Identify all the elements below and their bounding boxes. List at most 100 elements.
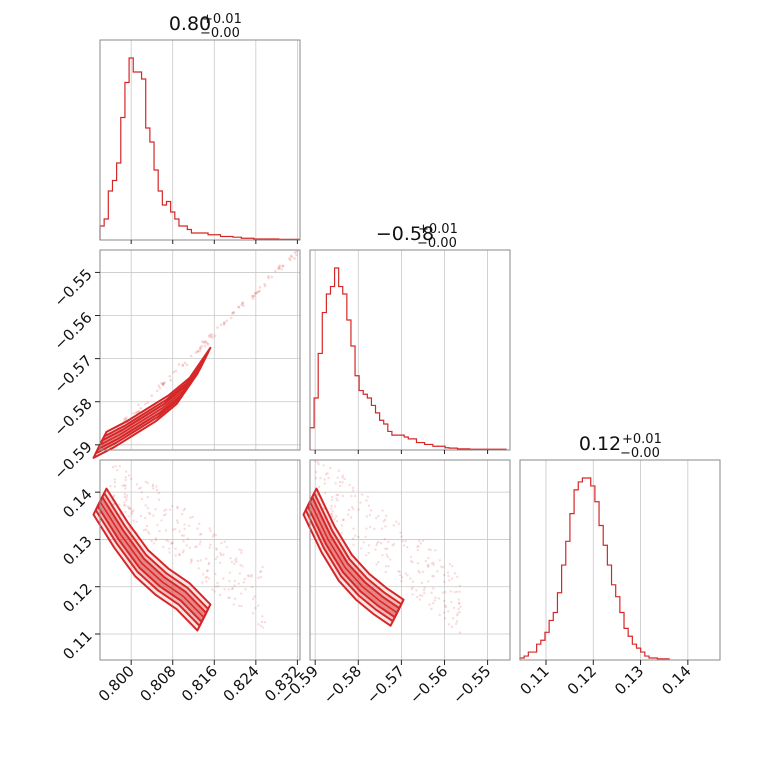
sample-point xyxy=(157,384,161,388)
sample-point xyxy=(223,540,226,543)
sample-point xyxy=(385,547,389,551)
sample-point xyxy=(242,304,245,307)
sample-point xyxy=(410,560,413,563)
sample-point xyxy=(168,551,171,554)
sample-point xyxy=(206,342,210,346)
sample-point xyxy=(167,540,170,543)
sample-point xyxy=(237,305,240,309)
sample-point xyxy=(207,334,211,338)
sample-point xyxy=(243,577,246,581)
sample-point xyxy=(198,522,201,526)
sample-point xyxy=(115,468,119,472)
sample-point xyxy=(199,559,202,562)
sample-point xyxy=(228,596,231,600)
sample-point xyxy=(458,602,461,605)
sample-point xyxy=(182,509,185,512)
sample-point xyxy=(250,573,253,577)
sample-point xyxy=(335,519,339,523)
sample-point xyxy=(235,560,238,564)
sample-point xyxy=(357,508,360,511)
sample-point xyxy=(459,605,462,608)
sample-point xyxy=(375,543,378,547)
sample-point xyxy=(137,409,141,413)
sample-point xyxy=(171,542,174,545)
sample-point xyxy=(339,484,342,488)
sample-point xyxy=(209,529,212,532)
sample-point xyxy=(201,581,204,584)
sample-point xyxy=(222,553,225,556)
sample-point xyxy=(401,539,404,543)
sample-point xyxy=(232,603,235,606)
sample-point xyxy=(416,562,420,565)
sample-point xyxy=(222,323,226,326)
sample-point xyxy=(427,548,431,551)
sample-point xyxy=(194,545,197,549)
sample-point xyxy=(416,548,419,552)
sample-point xyxy=(233,597,237,600)
sample-point xyxy=(253,292,257,295)
sample-point xyxy=(392,543,396,546)
sample-point xyxy=(377,540,380,544)
sample-point xyxy=(353,494,357,498)
sample-point xyxy=(125,494,129,497)
sample-point xyxy=(331,510,334,513)
sample-point xyxy=(359,547,363,550)
density-ridge xyxy=(309,501,398,614)
sample-point xyxy=(125,496,128,500)
sample-point xyxy=(214,534,218,537)
sample-point xyxy=(150,394,153,398)
sample-point xyxy=(442,599,446,603)
x-tick-label: 0.824 xyxy=(220,662,263,705)
sample-point xyxy=(367,551,370,555)
sample-point xyxy=(160,381,163,385)
sample-point xyxy=(327,476,330,480)
sample-point xyxy=(154,536,158,540)
sample-point xyxy=(188,546,192,549)
sample-point xyxy=(162,382,165,385)
sample-point xyxy=(227,596,230,600)
sample-point xyxy=(384,547,387,550)
sample-point xyxy=(174,554,177,557)
sample-point xyxy=(152,487,155,490)
sample-point xyxy=(373,527,376,531)
sample-point xyxy=(180,512,184,516)
sample-point xyxy=(387,540,390,544)
sample-point xyxy=(127,507,131,510)
sample-point xyxy=(362,541,365,544)
sample-point xyxy=(208,333,212,337)
sample-point xyxy=(222,321,226,324)
sample-point xyxy=(216,584,220,588)
sample-point xyxy=(404,539,407,543)
sample-point xyxy=(400,579,403,583)
sample-point xyxy=(248,574,251,578)
sample-point xyxy=(359,501,362,504)
y-tick-label: 0.12 xyxy=(59,580,95,616)
sample-point xyxy=(426,565,430,568)
sample-point xyxy=(229,316,233,320)
sample-point xyxy=(253,595,256,598)
sample-point xyxy=(255,291,259,294)
sample-point xyxy=(252,294,256,298)
title-param-3-plus: +0.01 xyxy=(622,432,662,447)
sample-point xyxy=(288,257,291,260)
sample-point xyxy=(430,607,433,611)
sample-point xyxy=(161,383,165,387)
sample-point xyxy=(204,340,208,344)
x-tick-label: 0.800 xyxy=(95,662,138,705)
sample-point xyxy=(258,570,262,573)
sample-point xyxy=(376,560,380,564)
sample-point xyxy=(181,551,185,554)
sample-point xyxy=(438,559,442,562)
sample-point xyxy=(254,291,258,295)
sample-point xyxy=(416,595,419,599)
sample-point xyxy=(443,611,446,614)
sample-point xyxy=(148,512,152,516)
sample-point xyxy=(200,340,204,343)
sample-point xyxy=(124,470,128,473)
y-tick-label: 0.11 xyxy=(59,627,95,663)
x-tick-label: 0.13 xyxy=(611,662,647,698)
sample-point xyxy=(113,485,117,488)
sample-point xyxy=(280,267,283,271)
sample-point xyxy=(148,532,151,535)
sample-point xyxy=(209,335,212,339)
